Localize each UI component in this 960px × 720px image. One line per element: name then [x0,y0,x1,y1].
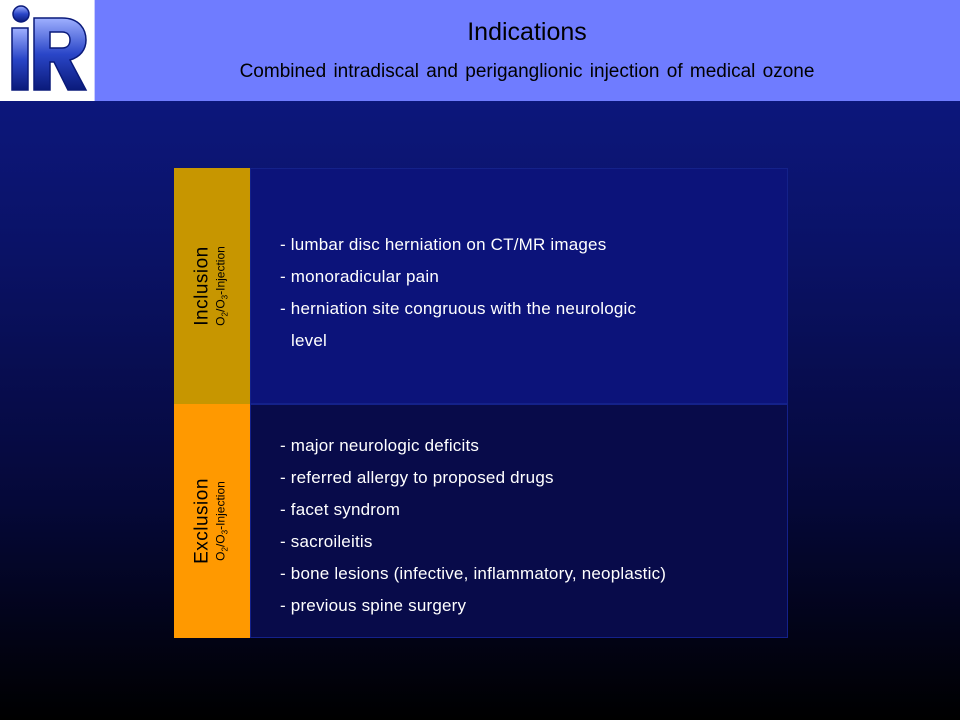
list-item: - facet syndrom [280,500,401,519]
list-item: - herniation site congruous with the neu… [280,299,637,318]
exclusion-vertical-label: Exclusion O2/O3-Injection [191,478,232,564]
header-bar: Indications Combined intradiscal and per… [0,0,960,101]
inclusion-list: - lumbar disc herniation on CT/MR images… [280,229,636,357]
exclusion-content-cell: - major neurologic deficits - referred a… [250,404,788,638]
ir-logo-icon [11,5,88,91]
inclusion-label: Inclusion [191,246,213,326]
page-title: Indications [467,18,587,46]
inclusion-content-cell: - lumbar disc herniation on CT/MR images… [250,168,788,404]
list-item: - bone lesions (infective, inflammatory,… [280,564,667,583]
logo [0,0,95,101]
exclusion-row: Exclusion O2/O3-Injection - major neurol… [174,404,788,638]
inclusion-vertical-label: Inclusion O2/O3-Injection [191,246,232,326]
list-item: - major neurologic deficits [280,436,480,455]
exclusion-label: Exclusion [191,478,213,564]
list-item: - previous spine surgery [280,596,467,615]
inclusion-row: Inclusion O2/O3-Injection - lumbar disc … [174,168,788,404]
list-item: - lumbar disc herniation on CT/MR images [280,235,607,254]
indications-table: Inclusion O2/O3-Injection - lumbar disc … [174,168,788,638]
exclusion-list: - major neurologic deficits - referred a… [280,430,666,622]
exclusion-sublabel: O2/O3-Injection [213,481,230,561]
list-item: - monoradicular pain [280,267,439,286]
inclusion-sublabel: O2/O3-Injection [213,246,230,326]
list-item: - sacroileitis [280,532,373,551]
list-item: - referred allergy to proposed drugs [280,468,554,487]
exclusion-label-cell: Exclusion O2/O3-Injection [174,404,250,638]
page-subtitle: Combined intradiscal and periganglionic … [239,61,815,82]
list-item: level [291,331,327,350]
inclusion-label-cell: Inclusion O2/O3-Injection [174,168,250,404]
